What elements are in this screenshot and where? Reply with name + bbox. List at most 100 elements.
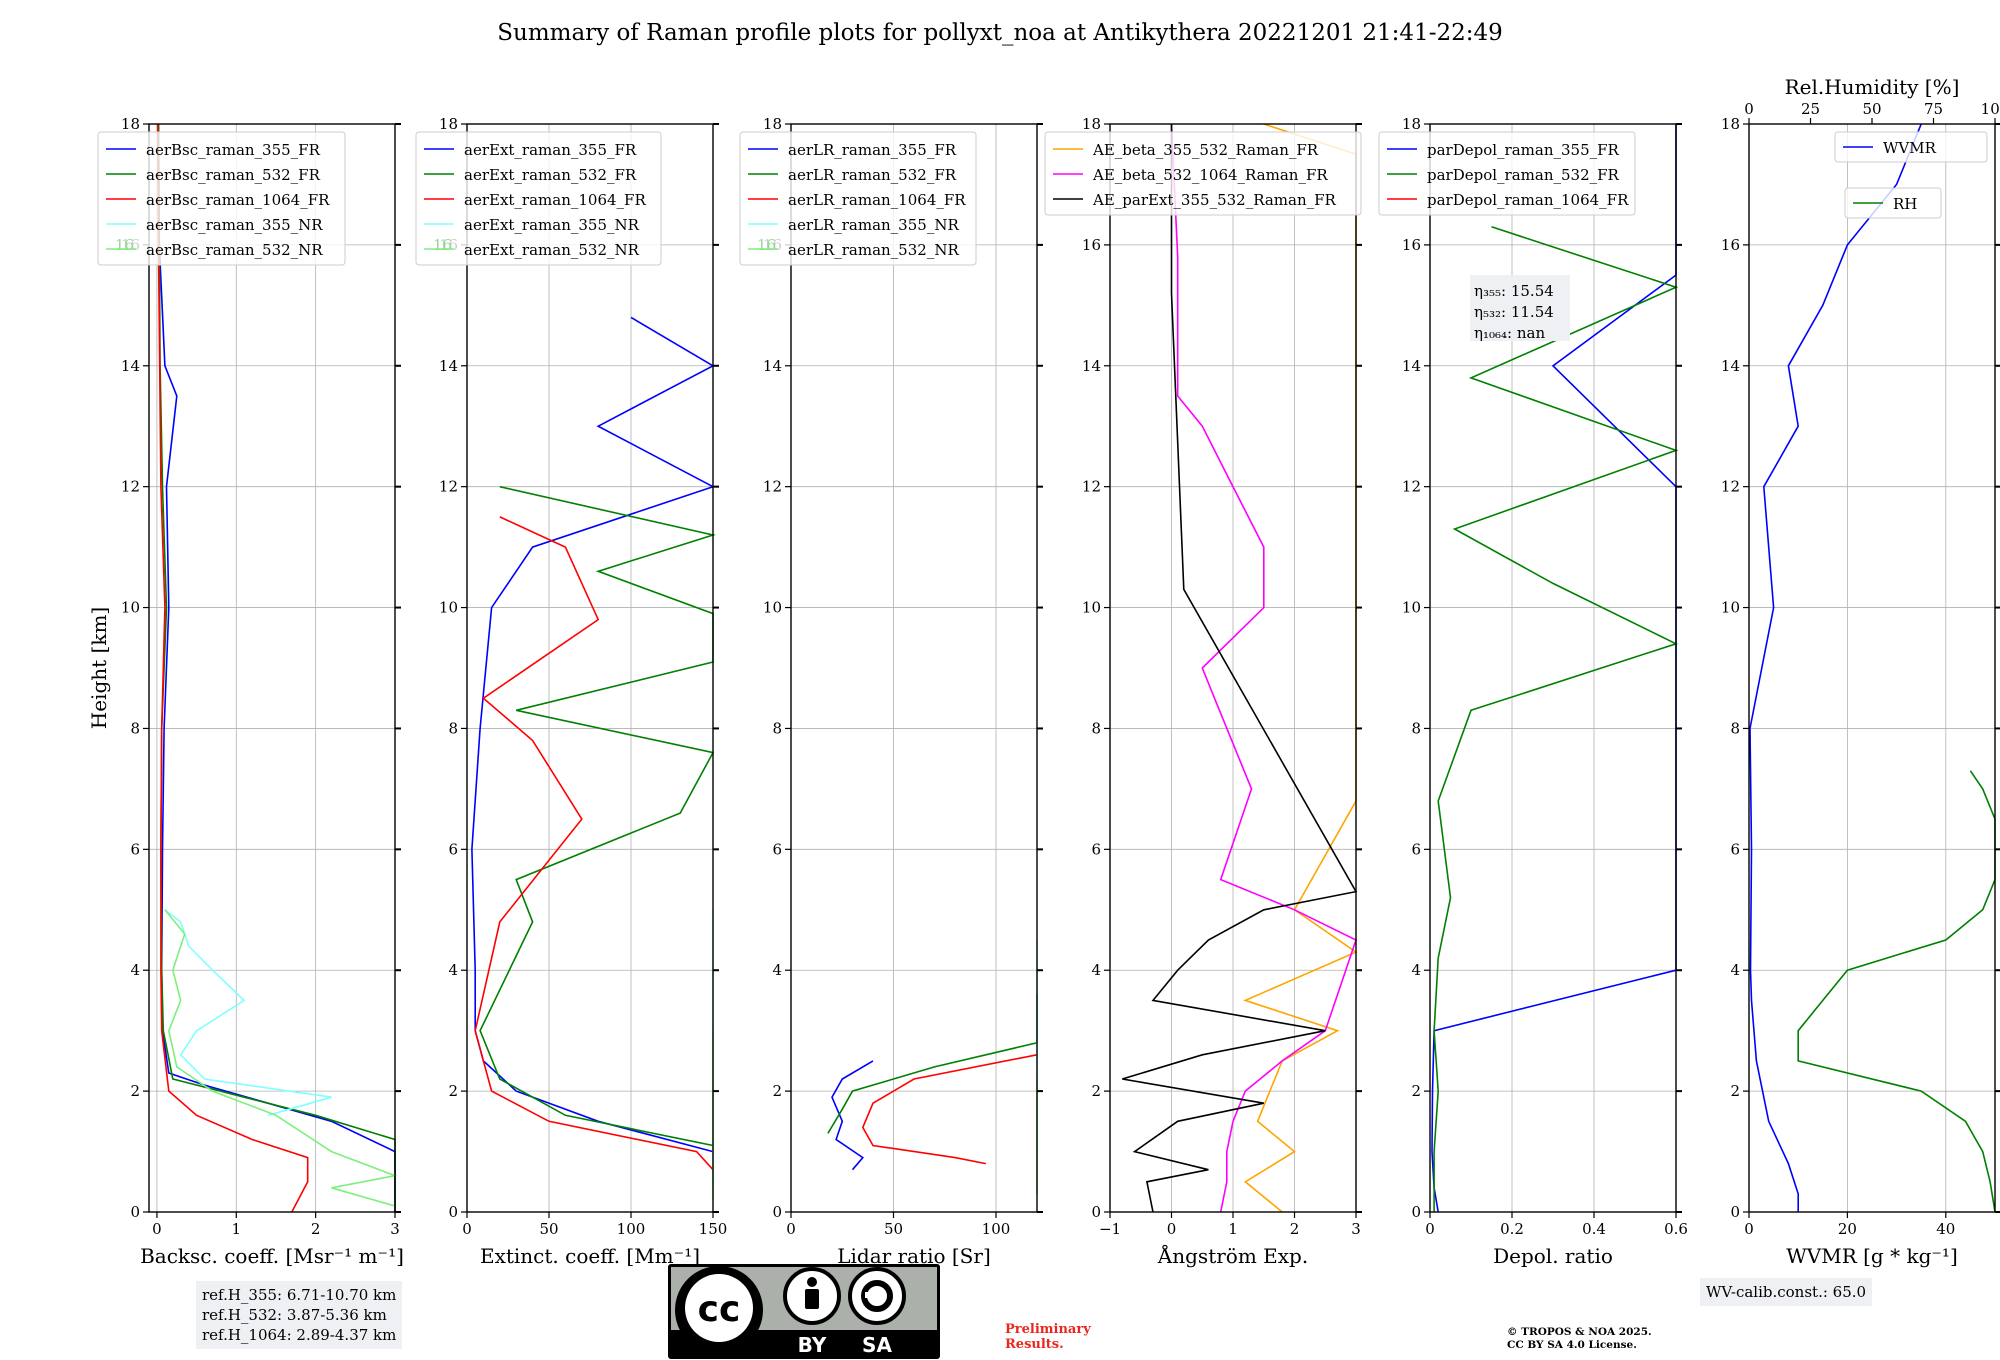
series-line-WVMR	[1749, 123, 1922, 1212]
x-axis-label: Ångström Exp.	[1157, 1243, 1308, 1268]
y-tick-label: 6	[1411, 840, 1421, 858]
y-tick-label: 10	[763, 599, 782, 617]
x-axis-label: Depol. ratio	[1493, 1244, 1613, 1268]
x-tick-label: 0	[1167, 1220, 1177, 1238]
legend-label: parDepol_raman_355_FR	[1427, 141, 1620, 159]
panel-1: 0246810121416180123Backsc. coeff. [Msr⁻¹…	[87, 115, 404, 1268]
series-line-aerLR_raman_532_FR	[827, 994, 1038, 1134]
legend-frame	[1044, 131, 1362, 216]
x-tick-label: −1	[1099, 1220, 1121, 1238]
legend-label: aerLR_raman_355_NR	[788, 216, 959, 234]
x-axis-label: Extinct. coeff. [Mm⁻¹]	[480, 1244, 700, 1268]
x2-axis-label: Rel.Humidity [%]	[1785, 75, 1960, 99]
y-tick-label: 18	[439, 115, 458, 133]
y-tick-label: 14	[1082, 357, 1101, 375]
y-tick-label: 8	[1091, 719, 1101, 737]
legend-label: aerLR_raman_532_FR	[788, 166, 957, 184]
series-line-parDepol_raman_532_FR	[1433, 226, 1679, 1212]
eta-value: η₅₃₂: 11.54	[1474, 303, 1554, 321]
y-tick-label: 4	[772, 961, 782, 979]
plot-frame	[1429, 123, 1677, 1213]
y-tick-label: 6	[1091, 840, 1101, 858]
legend-label: parDepol_raman_1064_FR	[1427, 191, 1629, 209]
plot-frame	[466, 123, 714, 1213]
ref-height-532: ref.H_532: 3.87-5.36 km	[202, 1306, 387, 1324]
y-tick-label: 12	[1721, 478, 1740, 496]
legend-label: aerLR_raman_355_FR	[788, 141, 957, 159]
legend-label: AE_parExt_355_532_Raman_FR	[1092, 191, 1337, 209]
x-tick-label: 100	[617, 1220, 646, 1238]
y-tick-label: 0	[448, 1203, 458, 1221]
y-tick-label: 18	[1721, 115, 1740, 133]
series-line-AE_parExt_355_532_Raman_FR	[1122, 124, 1358, 1213]
preliminary-line-1: Preliminary	[1005, 1322, 1091, 1337]
y-tick-label: 14	[439, 357, 458, 375]
legend-label: aerLR_raman_532_NR	[788, 241, 959, 259]
y-tick-label: 2	[1730, 1082, 1740, 1100]
legend-frame	[739, 131, 977, 266]
x-axis-label: Backsc. coeff. [Msr⁻¹ m⁻¹]	[140, 1244, 404, 1268]
y-tick-label: 16	[1082, 236, 1101, 254]
y-axis-label: Height [km]	[87, 607, 111, 729]
y-tick-label: 2	[1411, 1082, 1421, 1100]
y-tick-label: 8	[448, 719, 458, 737]
y-tick-label: 4	[130, 961, 140, 979]
legend-overlap-tick: 16	[115, 236, 134, 254]
x-tick-label: 100	[982, 1220, 1011, 1238]
series-line-AE_beta_532_1064_Raman_FR	[1170, 123, 1357, 1213]
x2-tick-label: 100	[1981, 100, 2000, 118]
y-tick-label: 4	[1091, 961, 1101, 979]
x2-tick-label: 0	[1744, 100, 1754, 118]
y-tick-label: 2	[772, 1082, 782, 1100]
figure-title: Summary of Raman profile plots for polly…	[497, 20, 1503, 46]
legend: aerLR_raman_355_FR aerLR_raman_532_FR aerL…	[739, 131, 977, 266]
panel-2: 0 2 4 6 8 10 12 14 16 18 0 50 100 150 Extinct. coeff. …	[415, 115, 727, 1268]
cc-sa-label: SA	[862, 1333, 892, 1357]
legend-frame	[1844, 187, 1942, 219]
x-tick-label: 40	[1936, 1220, 1955, 1238]
y-tick-label: 6	[1730, 840, 1740, 858]
series-line-aerBsc_raman_355_NR	[164, 909, 332, 1117]
x2-tick-label: 50	[1862, 100, 1881, 118]
series-line-aerBsc_raman_532_NR	[164, 909, 398, 1207]
copyright-note: © TROPOS & NOA 2025. CC BY SA 4.0 Licens…	[1507, 1326, 1652, 1352]
legend: aerExt_raman_355_FR aerExt_raman_532_FRae…	[415, 131, 662, 266]
y-tick-label: 8	[1411, 719, 1421, 737]
x-tick-label: 0.2	[1500, 1220, 1524, 1238]
reference-height-box: ref.H_355: 6.71-10.70 km ref.H_532: 3.87…	[196, 1281, 403, 1349]
y-tick-label: 8	[130, 719, 140, 737]
ref-height-1064: ref.H_1064: 2.89-4.37 km	[202, 1326, 397, 1344]
legend-label: AE_beta_355_532_Raman_FR	[1092, 141, 1319, 159]
y-tick-label: 10	[439, 599, 458, 617]
legend-label: AE_beta_532_1064_Raman_FR	[1092, 166, 1328, 184]
panel-5: 0 2 4 6 8 10 12 14 16 18 0 0.2 0.4 0.6 Depol. ratio par…	[1378, 115, 1688, 1268]
share-alike-icon	[848, 1267, 906, 1325]
x-tick-label: 50	[539, 1220, 558, 1238]
legend-label: aerExt_raman_532_FR	[464, 166, 637, 184]
y-tick-label: 14	[763, 357, 782, 375]
series-line-aerExt_raman_532_FR	[479, 485, 717, 1147]
x-tick-label: 0	[1744, 1220, 1754, 1238]
y-tick-label: 18	[1402, 115, 1421, 133]
y-tick-label: 12	[763, 478, 782, 496]
legend-label: aerBsc_raman_355_NR	[146, 216, 323, 234]
legend-label: RH	[1893, 195, 1917, 213]
legend-label: aerExt_raman_532_NR	[464, 241, 640, 259]
x-tick-label: 0	[1425, 1220, 1435, 1238]
y-tick-label: 4	[448, 961, 458, 979]
copyright-line-2: CC BY SA 4.0 License.	[1507, 1339, 1637, 1351]
legend-label: aerBsc_raman_532_FR	[146, 166, 321, 184]
y-tick-label: 6	[448, 840, 458, 858]
x-tick-label: 0.6	[1664, 1220, 1688, 1238]
x2-tick-label: 25	[1801, 100, 1820, 118]
plot-frame	[790, 123, 1038, 1213]
series-line-aerExt_raman_355_FR	[471, 316, 716, 1153]
y-tick-label: 14	[121, 357, 140, 375]
eta-box	[1470, 275, 1570, 341]
series-line-aerLR_raman_355_FR	[831, 1060, 874, 1171]
legend-label: aerBsc_raman_355_FR	[146, 141, 321, 159]
series-line-aerLR_raman_1064_FR	[861, 1054, 1038, 1165]
legend-label: aerLR_raman_1064_FR	[788, 191, 966, 209]
y-tick-label: 2	[448, 1082, 458, 1100]
legend-label: aerBsc_raman_1064_FR	[146, 191, 330, 209]
